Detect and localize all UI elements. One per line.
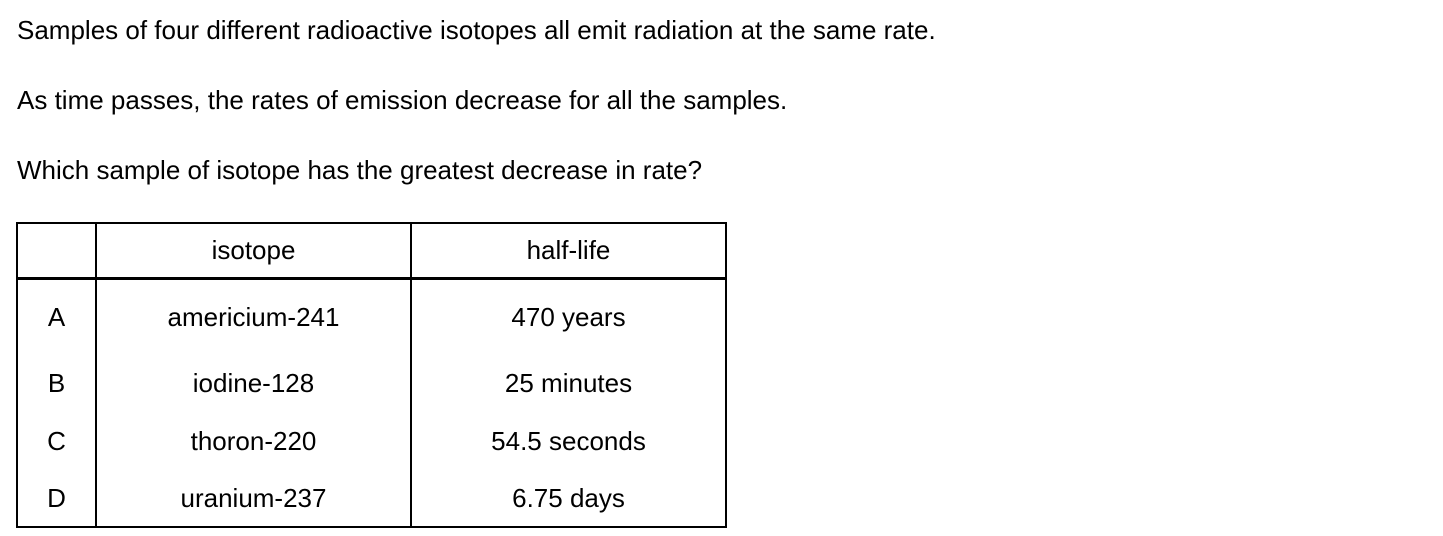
table-row: A americium-241 470 years — [16, 278, 727, 354]
isotope-name: americium-241 — [95, 278, 412, 354]
option-letter: A — [16, 278, 97, 354]
header-isotope: isotope — [95, 222, 412, 280]
header-half-life: half-life — [410, 222, 727, 280]
table-header-row: isotope half-life — [16, 222, 727, 280]
table-row: D uranium-237 6.75 days — [16, 470, 727, 528]
half-life-value: 54.5 seconds — [410, 412, 727, 470]
header-option — [16, 222, 97, 280]
table-row: C thoron-220 54.5 seconds — [16, 412, 727, 470]
half-life-value: 25 minutes — [410, 354, 727, 412]
question-context: As time passes, the rates of emission de… — [17, 85, 788, 115]
option-letter: B — [16, 354, 97, 412]
option-letter: C — [16, 412, 97, 470]
question-intro: Samples of four different radioactive is… — [17, 15, 936, 45]
isotope-table: isotope half-life A americium-241 470 ye… — [16, 222, 727, 528]
isotope-name: iodine-128 — [95, 354, 412, 412]
half-life-value: 470 years — [410, 278, 727, 354]
isotope-name: uranium-237 — [95, 470, 412, 528]
half-life-value: 6.75 days — [410, 470, 727, 528]
table-row: B iodine-128 25 minutes — [16, 354, 727, 412]
option-letter: D — [16, 470, 97, 528]
isotope-name: thoron-220 — [95, 412, 412, 470]
question-prompt: Which sample of isotope has the greatest… — [17, 155, 703, 185]
